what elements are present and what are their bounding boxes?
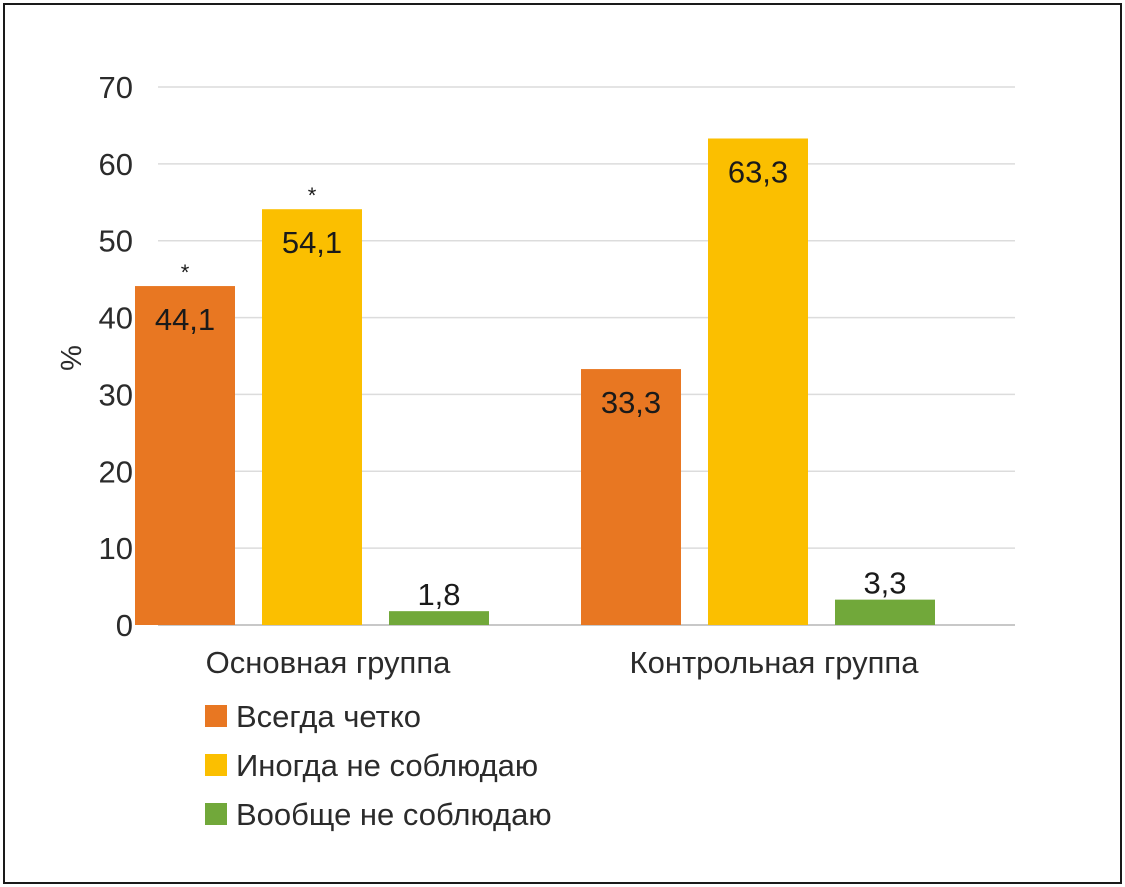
bar	[262, 209, 362, 625]
data-label: 3,3	[863, 566, 906, 601]
x-axis-categories: Основная группа Контрольная группа	[206, 645, 920, 680]
data-label: 63,3	[728, 154, 788, 189]
x-category-label: Контрольная группа	[630, 645, 920, 680]
bar	[135, 286, 235, 625]
legend-label: Иногда не соблюдаю	[236, 748, 538, 783]
y-axis-label: %	[56, 345, 88, 371]
y-tick-label: 60	[99, 147, 133, 182]
bars: 44,1 * 33,3 54,1 * 63,3 1,8 3,3	[135, 138, 935, 625]
y-tick-label: 10	[99, 531, 133, 566]
significance-marker: *	[308, 183, 317, 208]
bar	[835, 599, 935, 625]
legend-label: Вообще не соблюдаю	[236, 797, 552, 832]
y-axis-ticks: 0 10 20 30 40 50 60 70	[99, 70, 133, 643]
legend-swatch	[205, 754, 227, 776]
data-label: 54,1	[282, 225, 342, 260]
bar	[708, 138, 808, 625]
figure-frame: 0 10 20 30 40 50 60 70 % 44,1 * 33,3 54,1 * 63,3 1,8 3…	[3, 3, 1122, 884]
legend-label: Всегда четко	[236, 699, 421, 734]
legend: Всегда четко Иногда не соблюдаю Вообще не …	[205, 699, 552, 832]
y-tick-label: 70	[99, 70, 133, 105]
data-label: 33,3	[601, 385, 661, 420]
y-tick-label: 50	[99, 224, 133, 259]
legend-swatch	[205, 705, 227, 727]
y-tick-label: 40	[99, 301, 133, 336]
y-tick-label: 30	[99, 377, 133, 412]
y-tick-label: 0	[116, 608, 133, 643]
bar-chart: 0 10 20 30 40 50 60 70 % 44,1 * 33,3 54,1 * 63,3 1,8 3…	[56, 70, 1015, 832]
bar	[581, 369, 681, 625]
significance-marker: *	[181, 260, 190, 285]
data-label: 44,1	[155, 302, 215, 337]
bar	[389, 611, 489, 625]
y-tick-label: 20	[99, 454, 133, 489]
legend-swatch	[205, 803, 227, 825]
data-label: 1,8	[417, 577, 460, 612]
x-category-label: Основная группа	[206, 645, 451, 680]
